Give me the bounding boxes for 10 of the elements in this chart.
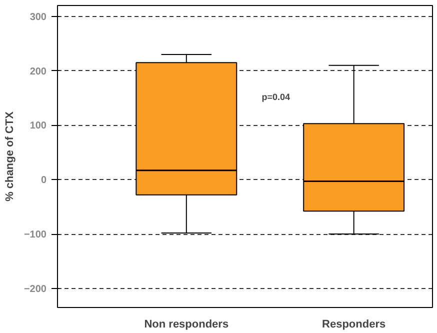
y-axis-title: % change of CTX [4,110,16,202]
x-tick-label: Responders [322,318,386,330]
y-tick-label: 0 [40,175,47,186]
y-tick-label: −200 [24,284,47,295]
y-tick-label: −100 [24,230,47,241]
y-tick-label: 100 [30,120,47,132]
x-tick-label: Non responders [144,318,229,330]
y-tick-label: 300 [30,12,47,23]
y-tick-label: 200 [30,66,47,78]
annotation: p=0.04 [262,92,290,102]
